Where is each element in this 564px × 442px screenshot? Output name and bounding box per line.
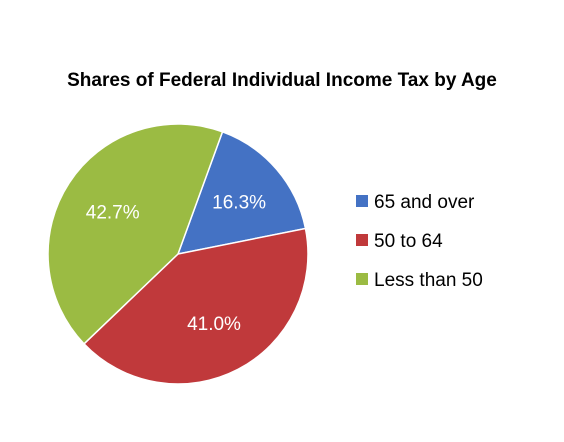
- legend-label: 65 and over: [374, 192, 475, 213]
- legend-label: Less than 50: [374, 270, 483, 291]
- legend-swatch: [356, 234, 368, 246]
- slice-value-label: 41.0%: [187, 314, 241, 335]
- chart-title: Shares of Federal Individual Income Tax …: [67, 70, 497, 91]
- slice-value-label: 42.7%: [86, 202, 140, 223]
- slice-value-label: 16.3%: [212, 193, 266, 214]
- legend: 65 and over 50 to 64 Less than 50: [356, 192, 483, 291]
- slice-labels: 16.3% 41.0% 42.7%: [86, 193, 266, 336]
- legend-swatch: [356, 273, 368, 285]
- pie-slice: [176, 130, 307, 255]
- pie-slice: [47, 123, 224, 345]
- legend-label: 50 to 64: [374, 231, 443, 252]
- legend-swatch: [356, 195, 368, 207]
- pie-slice: [82, 227, 309, 385]
- pie-slices: [47, 123, 309, 385]
